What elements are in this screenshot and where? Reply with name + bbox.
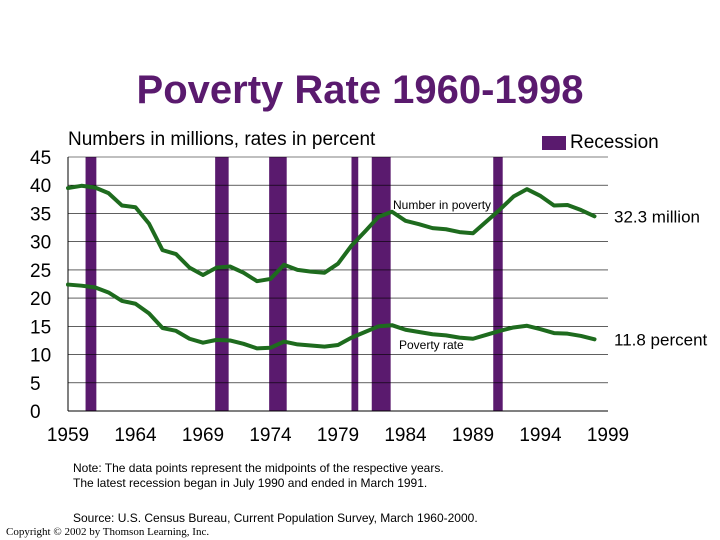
x-tick-label: 1994 (519, 425, 562, 446)
y-tick-label: 10 (30, 346, 51, 367)
chart-subtitle: Numbers in millions, rates in percent (68, 129, 376, 150)
y-tick-label: 35 (30, 204, 51, 225)
recession-bar (493, 157, 503, 411)
source-note: Source: U.S. Census Bureau, Current Popu… (73, 511, 478, 525)
y-tick-label: 40 (30, 176, 51, 197)
y-tick-label: 45 (30, 148, 51, 169)
x-tick-label: 1999 (587, 425, 629, 446)
legend-recession-label: Recession (570, 132, 659, 153)
y-tick-label: 0 (30, 402, 41, 423)
note-line-1: Note: The data points represent the midp… (73, 461, 444, 475)
series-end-label: 32.3 million (614, 207, 700, 226)
recession-bar (269, 157, 287, 411)
series-line (66, 282, 597, 351)
recession-bar (371, 157, 391, 411)
copyright: Copyright © 2002 by Thomson Learning, In… (6, 526, 210, 538)
series-end-label: 11.8 percent (614, 330, 708, 349)
x-tick-label: 1974 (249, 425, 292, 446)
y-tick-label: 25 (30, 261, 51, 282)
series-name-label: Number in poverty (393, 198, 491, 212)
series-line (66, 183, 597, 284)
x-tick-label: 1964 (114, 425, 157, 446)
recession-bar (85, 157, 97, 411)
y-tick-label: 15 (30, 317, 51, 338)
note: Note: The data points represent the midp… (73, 461, 444, 491)
legend-recession-swatch (542, 136, 566, 150)
recession-bar (351, 157, 359, 411)
y-tick-label: 5 (30, 374, 41, 395)
y-tick-label: 30 (30, 233, 51, 254)
x-tick-label: 1989 (452, 425, 494, 446)
x-tick-label: 1984 (384, 425, 427, 446)
legend: Recession (542, 132, 659, 154)
note-line-2: The latest recession began in July 1990 … (73, 476, 428, 490)
y-tick-label: 20 (30, 289, 51, 310)
series-name-label: Poverty rate (399, 338, 464, 352)
x-tick-label: 1959 (47, 425, 89, 446)
x-tick-label: 1969 (182, 425, 224, 446)
x-tick-label: 1979 (317, 425, 359, 446)
recession-bar (215, 157, 229, 411)
chart-title: Poverty Rate 1960-1998 (136, 68, 584, 112)
